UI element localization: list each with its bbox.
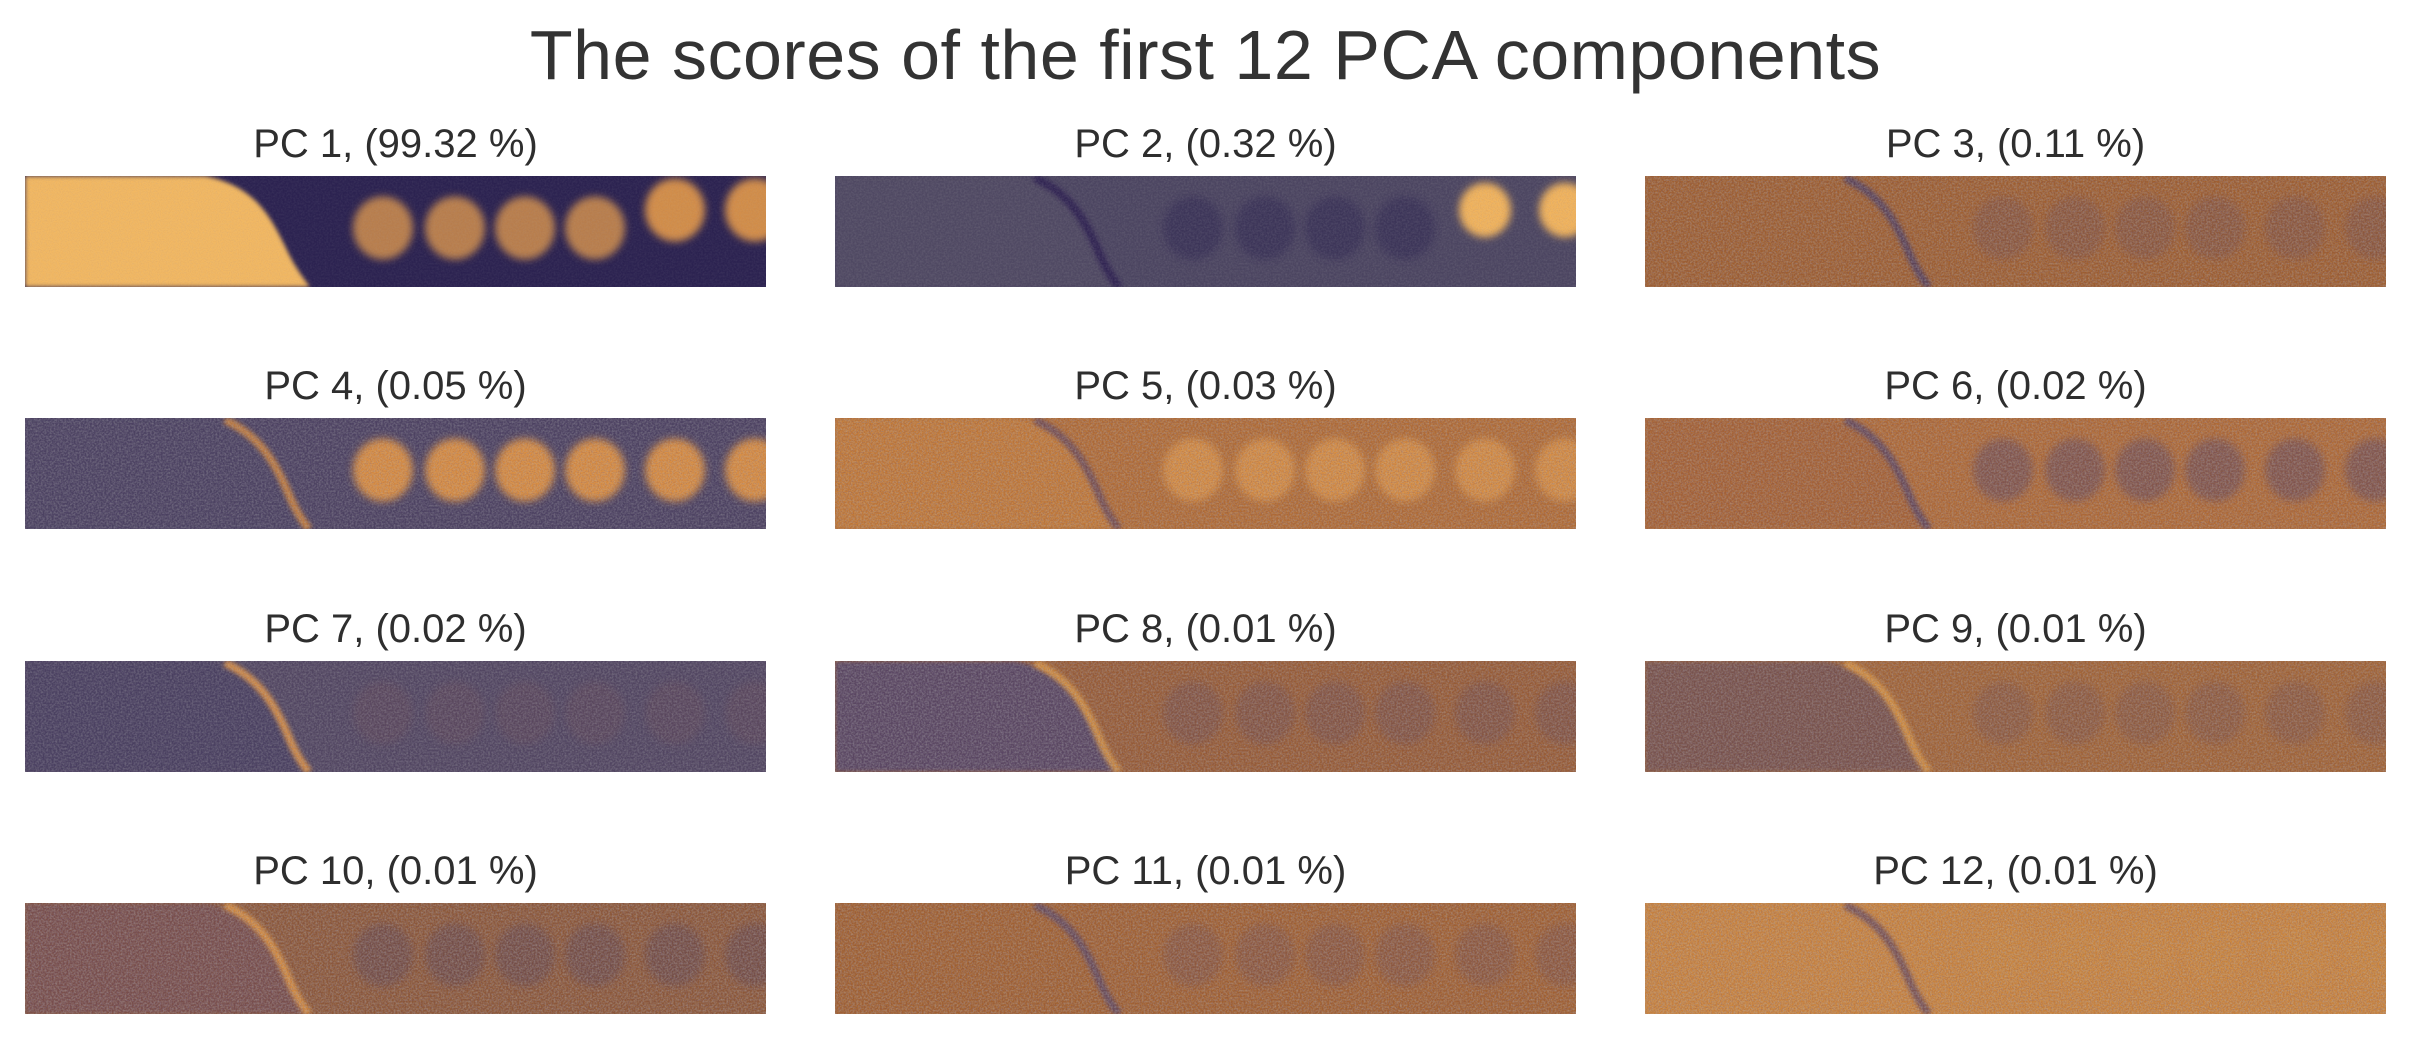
noise-texture-dark [835, 661, 1576, 772]
panel-title-pc-1: PC 1, (99.32 %) [253, 122, 538, 166]
panel-title-pc-11: PC 11, (0.01 %) [1064, 849, 1347, 893]
noise-texture-dark [835, 418, 1576, 529]
noise-texture-dark [25, 418, 766, 529]
score-heatmap-pc-5 [835, 418, 1576, 529]
score-heatmap-pc-1 [25, 176, 766, 287]
noise-texture-dark [1645, 903, 2386, 1014]
score-heatmap-pc-3 [1645, 176, 2386, 287]
score-heatmap-pc-12 [1645, 903, 2386, 1014]
panel-title-pc-7: PC 7, (0.02 %) [264, 607, 527, 651]
panel-title-pc-3: PC 3, (0.11 %) [1885, 122, 2146, 166]
panel-title-pc-2: PC 2, (0.32 %) [1074, 122, 1337, 166]
panel-title-pc-12: PC 12, (0.01 %) [1873, 849, 2158, 893]
score-image-pc-11 [835, 903, 1576, 1014]
score-image-pc-10 [25, 903, 766, 1014]
panel-title-pc-10: PC 10, (0.01 %) [253, 849, 538, 893]
score-image-pc-9 [1645, 661, 2386, 772]
chart-title: The scores of the first 12 PCA component… [529, 16, 1882, 94]
score-heatmap-pc-11 [835, 903, 1576, 1014]
score-heatmap-pc-10 [25, 903, 766, 1014]
panel-title-pc-5: PC 5, (0.03 %) [1074, 364, 1337, 408]
score-image-pc-8 [835, 661, 1576, 772]
noise-texture-dark [835, 176, 1576, 287]
score-heatmap-pc-8 [835, 661, 1576, 772]
score-heatmap-pc-9 [1645, 661, 2386, 772]
score-image-pc-1 [25, 176, 766, 287]
panel-title-pc-6: PC 6, (0.02 %) [1884, 364, 2147, 408]
score-image-pc-2 [835, 176, 1576, 287]
panel-title-pc-9: PC 9, (0.01 %) [1884, 607, 2147, 651]
score-heatmap-pc-4 [25, 418, 766, 529]
noise-texture-dark [25, 176, 766, 287]
noise-texture-dark [25, 903, 766, 1014]
noise-texture-dark [25, 661, 766, 772]
score-image-pc-12 [1645, 903, 2386, 1014]
panel-title-pc-8: PC 8, (0.01 %) [1074, 607, 1337, 651]
noise-texture-dark [1645, 176, 2386, 287]
score-image-pc-3 [1645, 176, 2386, 287]
score-heatmap-pc-2 [835, 176, 1576, 287]
noise-texture-dark [835, 903, 1576, 1014]
score-image-pc-5 [835, 418, 1576, 529]
score-heatmap-pc-7 [25, 661, 766, 772]
score-image-pc-6 [1645, 418, 2386, 529]
score-image-pc-4 [25, 418, 766, 529]
score-heatmap-pc-6 [1645, 418, 2386, 529]
panel-title-pc-4: PC 4, (0.05 %) [264, 364, 527, 408]
noise-texture-dark [1645, 661, 2386, 772]
score-image-pc-7 [25, 661, 766, 772]
noise-texture-dark [1645, 418, 2386, 529]
